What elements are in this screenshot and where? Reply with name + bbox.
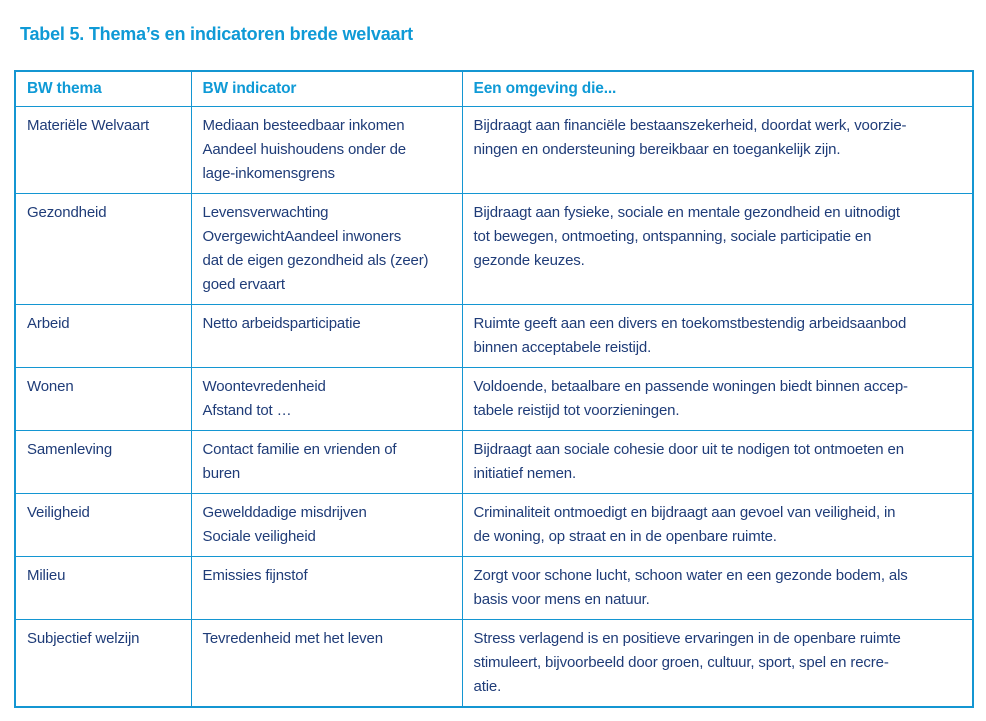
cell-omgeving: Stress verlagend is en positieve ervarin… <box>461 618 974 707</box>
cell-thema: Wonen <box>14 366 192 431</box>
cell-thema: Samenleving <box>14 429 192 494</box>
table-row: Subjectief welzijn Tevredenheid met het … <box>14 618 974 707</box>
cell-indicator: Emissies fijnstof <box>190 555 463 620</box>
cell-thema: Milieu <box>14 555 192 620</box>
page-title: Tabel 5. Thema’s en indicatoren brede we… <box>20 24 413 45</box>
cell-indicator: Netto arbeidsparticipatie <box>190 303 463 368</box>
table-row: Gezondheid Levensverwachting Overgewicht… <box>14 192 974 305</box>
table-row: Materiële Welvaart Mediaan besteedbaar i… <box>14 105 974 194</box>
cell-indicator: Tevredenheid met het leven <box>190 618 463 707</box>
cell-indicator: Woontevredenheid Afstand tot … <box>190 366 463 431</box>
cell-omgeving: Ruimte geeft aan een divers en toekomstb… <box>461 303 974 368</box>
table-row: Arbeid Netto arbeidsparticipatie Ruimte … <box>14 303 974 368</box>
cell-omgeving: Bijdraagt aan sociale cohesie door uit t… <box>461 429 974 494</box>
column-header-een-omgeving-die: Een omgeving die... <box>461 70 974 107</box>
cell-thema: Materiële Welvaart <box>14 105 192 194</box>
cell-omgeving: Zorgt voor schone lucht, schoon water en… <box>461 555 974 620</box>
cell-indicator: Mediaan besteedbaar inkomen Aandeel huis… <box>190 105 463 194</box>
table-row: Samenleving Contact familie en vrienden … <box>14 429 974 494</box>
column-header-bw-thema: BW thema <box>14 70 192 107</box>
cell-omgeving: Bijdraagt aan fysieke, sociale en mental… <box>461 192 974 305</box>
table-row: Veiligheid Gewelddadige misdrijven Socia… <box>14 492 974 557</box>
cell-thema: Gezondheid <box>14 192 192 305</box>
table-row: Milieu Emissies fijnstof Zorgt voor scho… <box>14 555 974 620</box>
cell-indicator: Levensverwachting OvergewichtAandeel inw… <box>190 192 463 305</box>
column-header-bw-indicator: BW indicator <box>190 70 463 107</box>
table-body: Materiële Welvaart Mediaan besteedbaar i… <box>14 105 974 707</box>
table-row: Wonen Woontevredenheid Afstand tot … Vol… <box>14 366 974 431</box>
cell-omgeving: Criminaliteit ontmoedigt en bijdraagt aa… <box>461 492 974 557</box>
cell-indicator: Gewelddadige misdrijven Sociale veilighe… <box>190 492 463 557</box>
cell-thema: Veiligheid <box>14 492 192 557</box>
bw-welvaart-table: BW thema BW indicator Een omgeving die..… <box>14 70 974 708</box>
cell-omgeving: Voldoende, betaalbare en passende woning… <box>461 366 974 431</box>
cell-indicator: Contact familie en vrienden of buren <box>190 429 463 494</box>
cell-thema: Arbeid <box>14 303 192 368</box>
table-header-row: BW thema BW indicator Een omgeving die..… <box>14 70 974 107</box>
cell-thema: Subjectief welzijn <box>14 618 192 707</box>
cell-omgeving: Bijdraagt aan financiële bestaanszekerhe… <box>461 105 974 194</box>
